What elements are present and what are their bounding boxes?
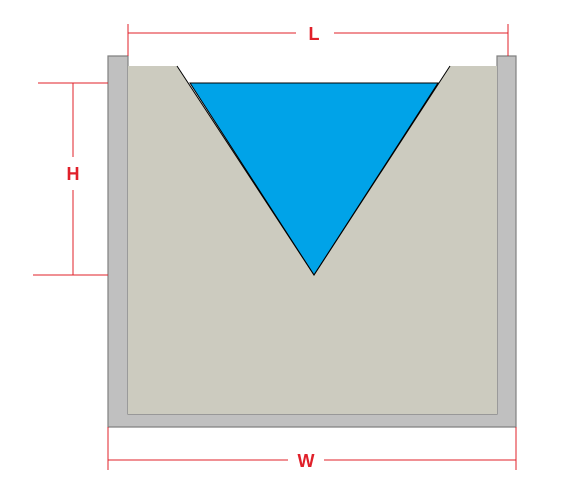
width-label: W <box>298 451 315 471</box>
length-label: L <box>309 24 320 44</box>
height-dimension <box>33 82 108 276</box>
notch-outline <box>176 65 451 276</box>
height-label: H <box>67 164 80 184</box>
width-dimension <box>107 427 517 470</box>
length-dimension <box>127 24 509 56</box>
weir-plate <box>128 66 497 414</box>
